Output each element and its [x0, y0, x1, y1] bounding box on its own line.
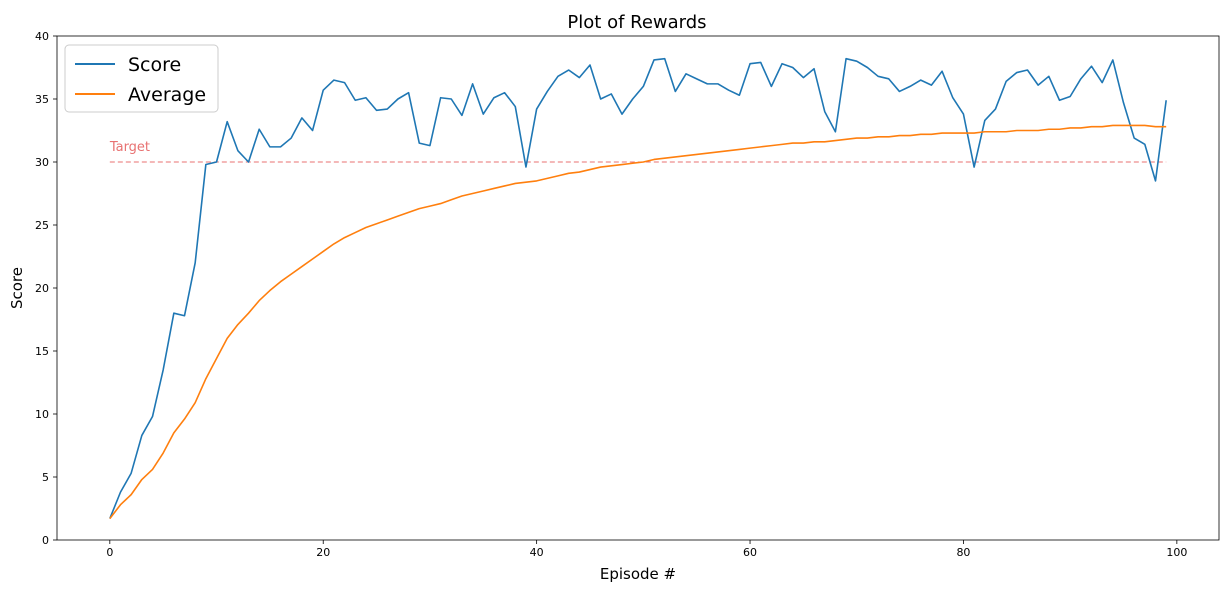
plot-frame — [57, 36, 1219, 540]
series-line-average — [109, 124, 1167, 520]
x-axis-title: Episode # — [600, 565, 676, 583]
x-tick-label: 20 — [316, 546, 330, 559]
x-tick-label: 40 — [530, 546, 544, 559]
y-tick-label: 10 — [35, 408, 49, 421]
x-tick-label: 100 — [1166, 546, 1187, 559]
series-line-score — [109, 57, 1167, 519]
y-tick-label: 40 — [35, 30, 49, 43]
legend: Score Average — [64, 44, 219, 113]
y-tick-label: 0 — [42, 534, 49, 547]
legend-label-score: Score — [128, 54, 181, 76]
y-tick-label: 5 — [42, 471, 49, 484]
x-tick-label: 80 — [956, 546, 970, 559]
y-tick-label: 25 — [35, 219, 49, 232]
target-label: Target — [109, 140, 150, 155]
y-tick-label: 15 — [35, 345, 49, 358]
plot-area — [57, 36, 1219, 540]
y-tick-label: 30 — [35, 156, 49, 169]
series-group — [109, 57, 1167, 520]
x-tick-label: 0 — [106, 546, 113, 559]
chart-title: Plot of Rewards — [567, 12, 706, 33]
y-axis-title: Score — [8, 267, 26, 309]
x-axis-ticks: 0 20 40 60 80 100 — [106, 540, 1187, 559]
y-tick-label: 35 — [35, 93, 49, 106]
legend-box — [64, 44, 219, 113]
y-tick-label: 20 — [35, 282, 49, 295]
y-axis-ticks: 0 5 10 15 20 25 30 35 40 — [35, 30, 57, 547]
legend-label-average: Average — [128, 84, 206, 106]
x-tick-label: 60 — [743, 546, 757, 559]
